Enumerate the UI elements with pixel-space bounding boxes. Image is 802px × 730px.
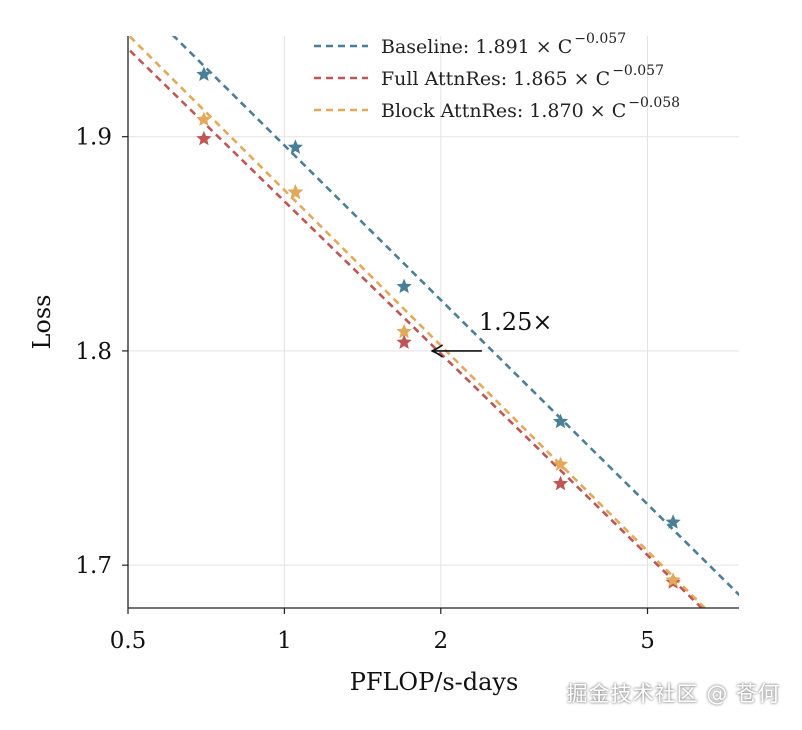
x-tick-label: 5	[640, 628, 655, 654]
speedup-annotation: 1.25×	[431, 308, 553, 358]
marker-baseline	[196, 66, 212, 82]
fit-line-full-attnres	[128, 46, 704, 608]
marker-baseline	[665, 514, 681, 529]
legend-formula: Block AttnRes: 1.870 × C	[381, 100, 626, 122]
x-axis-label: PFLOP/s-days	[350, 668, 519, 696]
marker-block-attnres	[287, 184, 304, 199]
legend-exponent: −0.057	[612, 63, 664, 79]
marker-full-attnres	[196, 130, 212, 146]
x-tick-label: 1	[277, 628, 292, 654]
legend-label-full-attnres: Full AttnRes: 1.865 × C −0.057	[381, 63, 664, 90]
marker-block-attnres	[396, 323, 412, 339]
y-axis-label: Loss	[28, 294, 56, 349]
fit-line-baseline	[171, 36, 739, 597]
annotation-label: 1.25×	[479, 308, 553, 336]
y-tick-label: 1.9	[75, 125, 112, 151]
fit-line-block-attnres	[128, 36, 707, 608]
ticks: 0.5 1 2 5 1.7 1.8 1.9	[75, 125, 654, 654]
marker-block-attnres	[665, 572, 681, 587]
legend-exponent: −0.058	[628, 95, 680, 111]
y-tick-label: 1.7	[75, 553, 112, 579]
x-tick-label: 0.5	[110, 628, 147, 654]
legend-formula: Baseline: 1.891 × C	[381, 36, 572, 58]
legend-label-block-attnres: Block AttnRes: 1.870 × C −0.058	[381, 95, 680, 122]
marker-block-attnres	[552, 456, 569, 471]
marker-block-attnres	[196, 111, 212, 127]
marker-baseline	[396, 278, 412, 294]
marker-full-attnres	[396, 334, 412, 349]
legend-exponent: −0.057	[574, 31, 626, 47]
legend-label-baseline: Baseline: 1.891 × C −0.057	[381, 31, 626, 58]
legend-formula: Full AttnRes: 1.865 × C	[381, 68, 610, 90]
marker-baseline	[552, 413, 569, 429]
y-tick-label: 1.8	[75, 339, 112, 365]
x-tick-label: 2	[433, 628, 448, 654]
watermark: 掘金技术社区 @ 苍何	[566, 682, 780, 706]
axes	[127, 36, 739, 609]
marker-full-attnres	[552, 475, 569, 491]
data-markers	[196, 66, 681, 589]
fit-lines	[128, 36, 739, 608]
arrow-head	[431, 344, 444, 358]
marker-baseline	[287, 139, 304, 154]
